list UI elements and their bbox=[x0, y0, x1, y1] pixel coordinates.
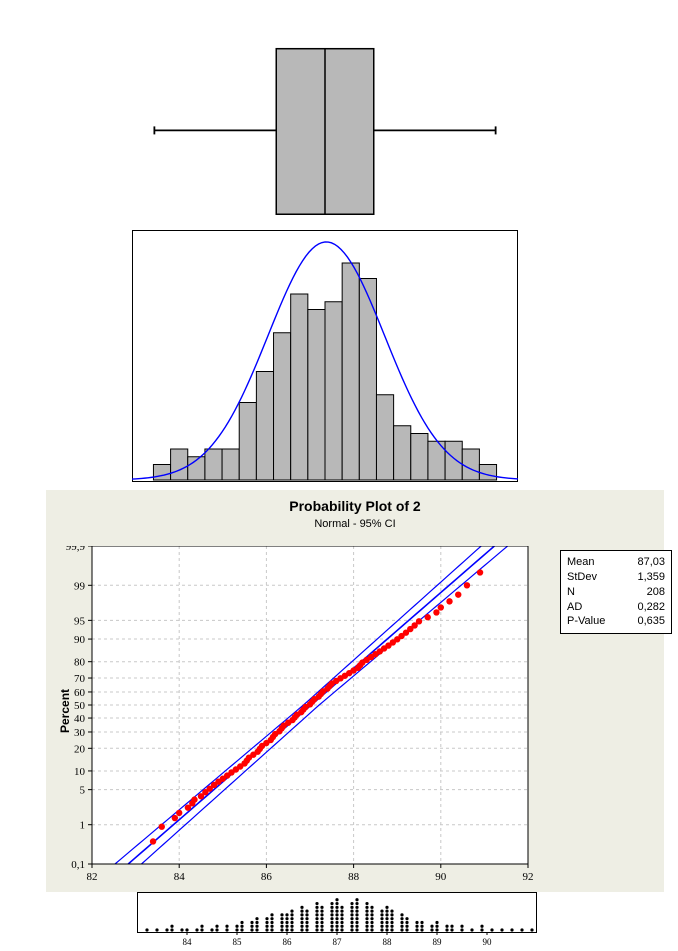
svg-text:86: 86 bbox=[283, 937, 293, 947]
svg-text:95: 95 bbox=[74, 615, 86, 627]
stats-label: AD bbox=[567, 600, 582, 615]
stats-row: N 208 bbox=[567, 585, 665, 600]
svg-text:99: 99 bbox=[74, 580, 86, 592]
stats-label: P-Value bbox=[567, 614, 605, 629]
stats-value: 87,03 bbox=[637, 555, 665, 570]
stats-row: AD 0,282 bbox=[567, 600, 665, 615]
probability-plot-ylabel: Percent bbox=[58, 689, 72, 733]
probability-plot-stats: Mean 87,03 StDev 1,359 N 208 AD 0,282 P-Value 0,6… bbox=[560, 550, 672, 634]
svg-text:70: 70 bbox=[74, 673, 86, 685]
svg-text:60: 60 bbox=[74, 687, 86, 699]
svg-text:89: 89 bbox=[433, 937, 443, 947]
stats-value: 0,635 bbox=[637, 614, 665, 629]
dotplot-chart: 84 85 86 87 88 89 90 bbox=[137, 892, 537, 947]
histogram-chart bbox=[132, 230, 518, 482]
svg-text:88: 88 bbox=[383, 937, 393, 947]
svg-text:10: 10 bbox=[74, 766, 86, 778]
svg-text:84: 84 bbox=[183, 937, 193, 947]
stats-row: Mean 87,03 bbox=[567, 555, 665, 570]
svg-text:30: 30 bbox=[74, 727, 86, 739]
boxplot-chart bbox=[130, 10, 520, 225]
stats-row: StDev 1,359 bbox=[567, 570, 665, 585]
svg-text:80: 80 bbox=[74, 657, 86, 669]
svg-text:50: 50 bbox=[74, 700, 86, 712]
svg-text:82: 82 bbox=[87, 871, 98, 883]
svg-text:90: 90 bbox=[74, 634, 86, 646]
stats-value: 0,282 bbox=[637, 600, 665, 615]
stats-label: StDev bbox=[567, 570, 597, 585]
probability-plot-subtitle: Normal - 95% CI bbox=[46, 518, 664, 530]
stats-row: P-Value 0,635 bbox=[567, 614, 665, 629]
stats-label: N bbox=[567, 585, 575, 600]
probability-plot-title: Probability Plot of 2 bbox=[46, 498, 664, 514]
probability-plot-chart: 0,1 1 5 10 20 30 405060 70 80 90 95 99 99,9 82 84 86 88 9… bbox=[56, 546, 536, 884]
svg-text:90: 90 bbox=[435, 871, 447, 883]
svg-text:99,9: 99,9 bbox=[66, 546, 86, 553]
stats-label: Mean bbox=[567, 555, 595, 570]
svg-text:84: 84 bbox=[174, 871, 186, 883]
svg-text:20: 20 bbox=[74, 743, 86, 755]
stats-value: 1,359 bbox=[637, 570, 665, 585]
svg-text:90: 90 bbox=[483, 937, 493, 947]
svg-text:88: 88 bbox=[348, 871, 360, 883]
svg-text:92: 92 bbox=[523, 871, 534, 883]
svg-text:5: 5 bbox=[80, 785, 86, 797]
stats-value: 208 bbox=[647, 585, 665, 600]
svg-text:86: 86 bbox=[261, 871, 273, 883]
svg-text:0,1: 0,1 bbox=[71, 859, 85, 871]
svg-text:87: 87 bbox=[333, 937, 343, 947]
svg-text:40: 40 bbox=[74, 713, 86, 725]
svg-text:1: 1 bbox=[80, 820, 86, 832]
svg-text:85: 85 bbox=[233, 937, 243, 947]
